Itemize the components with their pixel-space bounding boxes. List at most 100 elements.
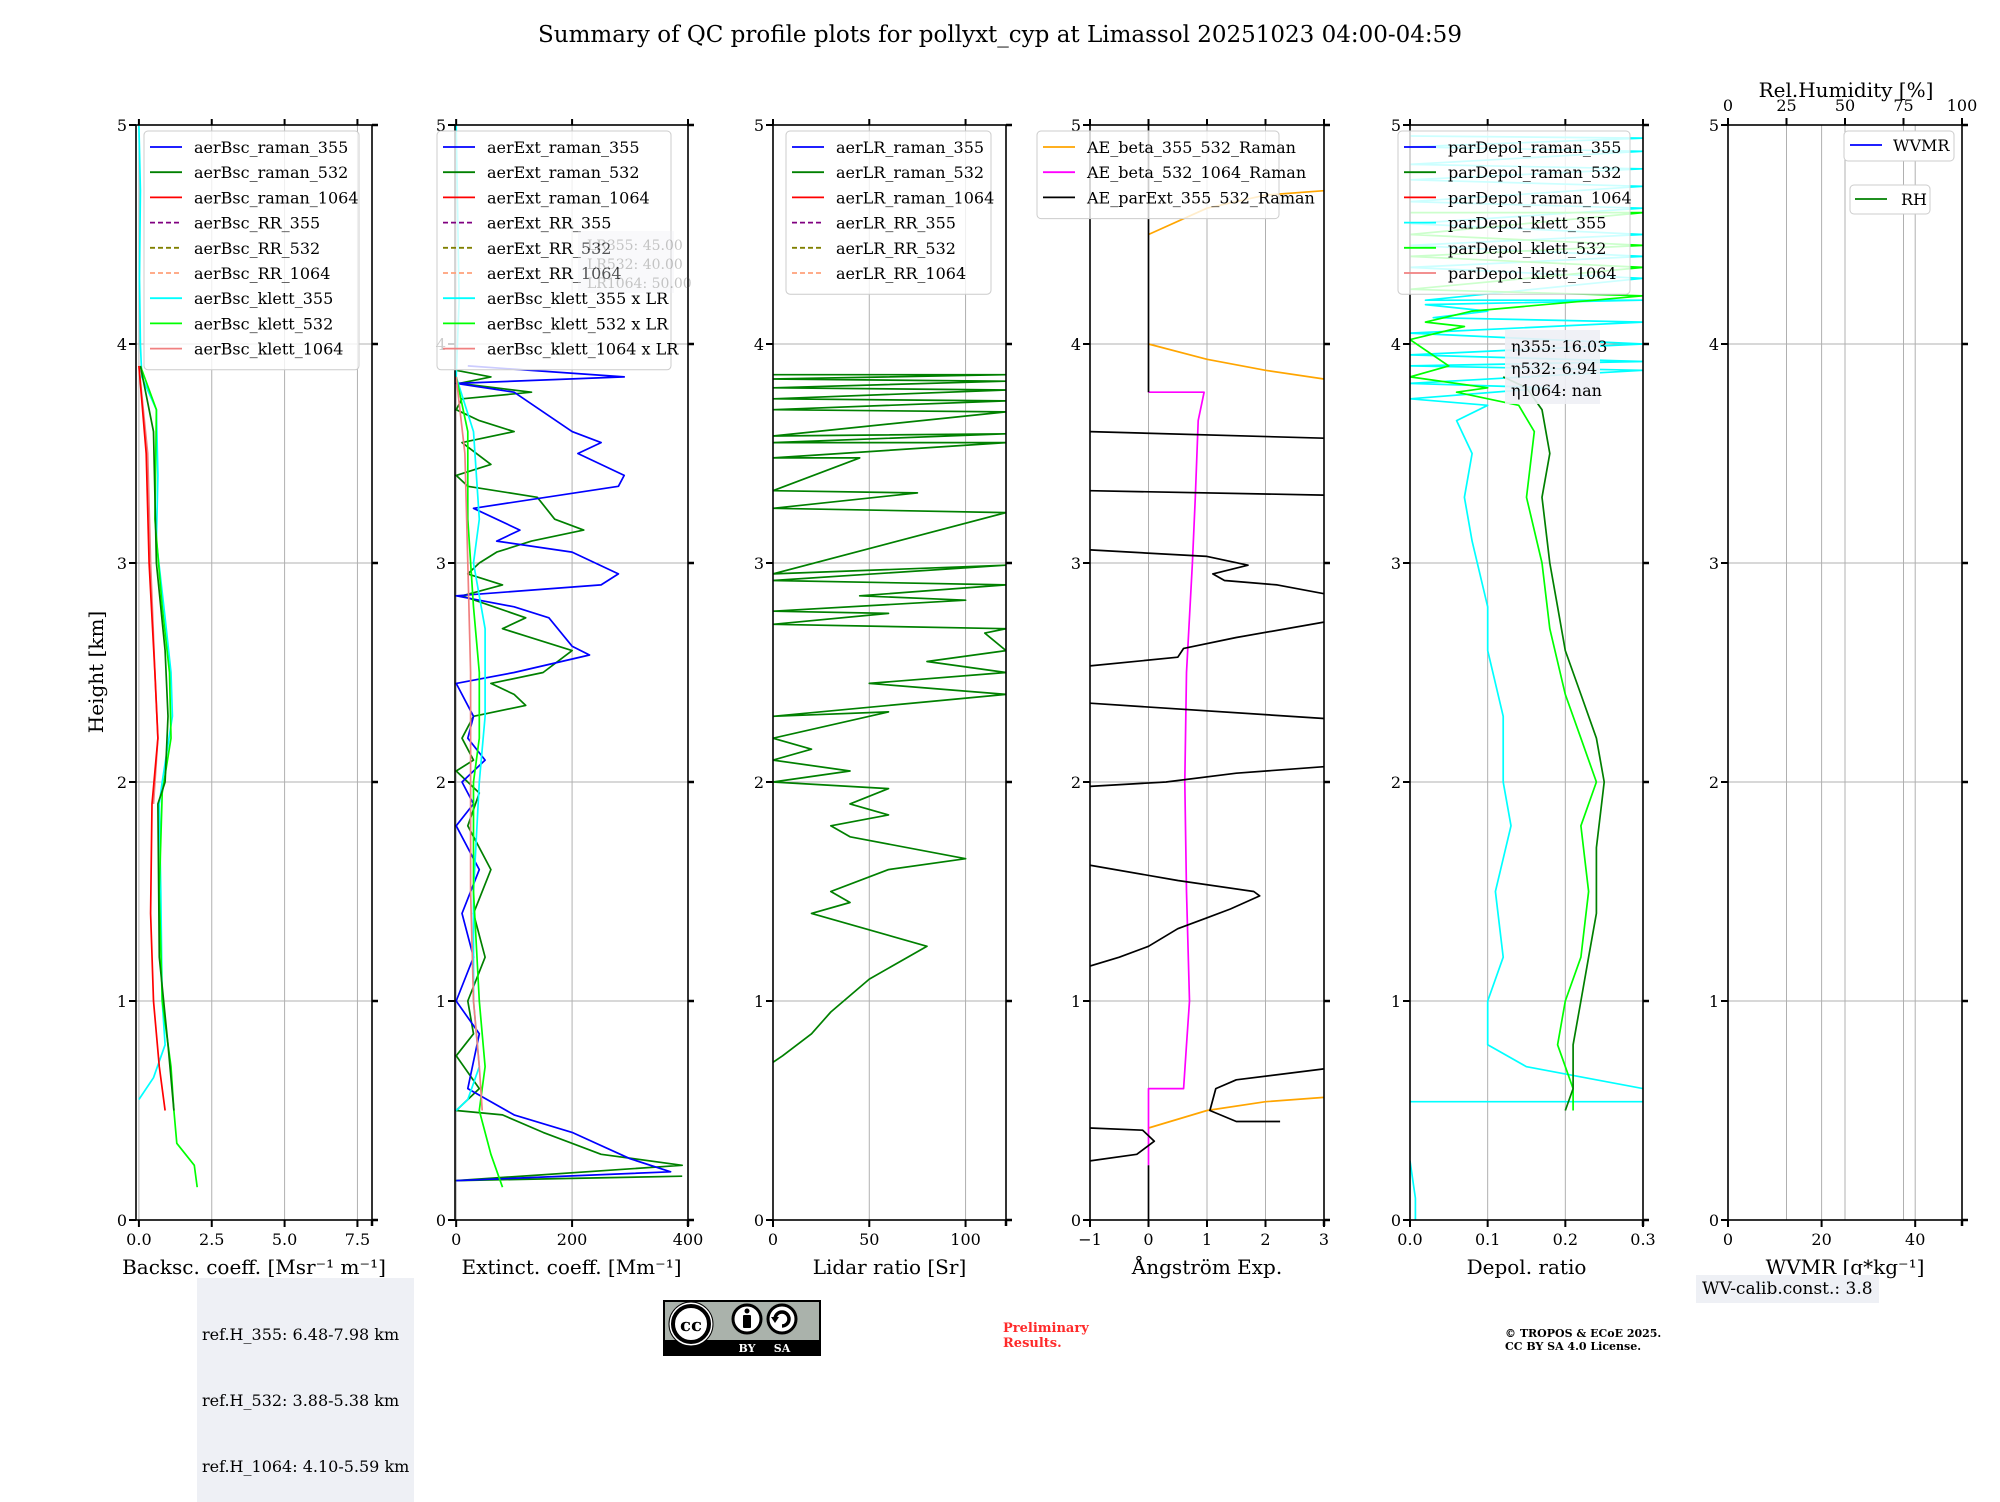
legend-label: aerLR_raman_1064 <box>836 188 994 207</box>
legend-item: AE_beta_532_1064_Raman <box>1043 163 1306 182</box>
series-line-aerBsc_klett_1064 <box>138 365 159 804</box>
series-line-aerBsc_klett_532 x LR <box>455 376 504 1188</box>
legend-label: parDepol_raman_1064 <box>1448 188 1632 207</box>
cc-by-sa-license-badge[interactable]: cc BY SA <box>663 1300 821 1356</box>
legend-label: parDepol_klett_532 <box>1448 239 1606 258</box>
legend-label: aerBsc_RR_1064 <box>194 264 330 283</box>
y-tick-label: 3 <box>1709 554 1719 573</box>
legend-label: WVMR <box>1893 136 1950 155</box>
legend-label: aerLR_RR_532 <box>836 239 956 258</box>
attribution-icon <box>731 1303 763 1335</box>
legend-label: aerBsc_raman_1064 <box>194 188 359 207</box>
eta-text: η1064: nan <box>1511 381 1602 400</box>
y-tick-label: 1 <box>1071 992 1081 1011</box>
y-tick-label: 4 <box>117 335 127 354</box>
y-tick-label: 3 <box>754 554 764 573</box>
legend-label: RH <box>1901 190 1927 209</box>
legend-item: aerBsc_RR_355 <box>150 214 320 233</box>
legend-item: parDepol_klett_532 <box>1404 239 1606 258</box>
y-tick-label: 3 <box>117 554 127 573</box>
series-line-AE_parExt_355_532_Raman <box>1090 549 1324 595</box>
legend-label: parDepol_raman_355 <box>1448 138 1621 157</box>
legend-label: AE_beta_532_1064_Raman <box>1086 163 1306 182</box>
copyright-line-1: © TROPOS & ECoE 2025. <box>1505 1327 1662 1340</box>
y-tick-label: 4 <box>1709 335 1719 354</box>
y-tick-label: 5 <box>436 116 446 135</box>
series-group <box>138 125 199 1188</box>
y-tick-label: 3 <box>1391 554 1401 573</box>
legend-label: aerExt_raman_355 <box>487 138 640 157</box>
legend-label: AE_beta_355_532_Raman <box>1086 138 1296 157</box>
x-tick-label: 0.3 <box>1630 1230 1655 1249</box>
legend-frame <box>1397 130 1631 295</box>
legend-label: aerLR_raman_355 <box>836 138 984 157</box>
series-line-AE_parExt_355_532_Raman <box>1090 765 1324 788</box>
series-line-aerLR_raman_532 <box>773 373 1006 1064</box>
legend-label: aerBsc_RR_355 <box>194 214 320 233</box>
legend-frame <box>1849 184 1931 215</box>
legend-item: aerBsc_raman_355 <box>150 138 348 157</box>
eta-annotation: η355: 16.03 η532: 6.94 η1064: nan <box>1505 330 1607 404</box>
series-line-AE_parExt_355_532_Raman <box>1090 1127 1156 1162</box>
legend-label: aerBsc_klett_1064 x LR <box>487 340 679 359</box>
x-tick-label: 0.0 <box>126 1230 151 1249</box>
subplot-extinction: 0123450200400Extinct. coeff. [Mm⁻¹]aerEx… <box>436 116 703 1279</box>
series-line-AE_parExt_355_532_Raman <box>1090 621 1324 667</box>
y-tick-label: 5 <box>1391 116 1401 135</box>
y-tick-label: 4 <box>754 335 764 354</box>
x-axis-label: Lidar ratio [Sr] <box>813 1255 967 1279</box>
y-tick-label: 5 <box>1071 116 1081 135</box>
legend-rh: RH <box>1849 184 1931 215</box>
legend-item: parDepol_klett_355 <box>1404 214 1606 233</box>
eta-text: η355: 16.03 <box>1511 337 1607 356</box>
series-line-AE_beta_532_1064_Raman <box>1147 391 1205 1166</box>
series-line-aerBsc_klett_1064 x LR <box>455 376 484 1111</box>
subplot-depol: 0 1 2 3 4 5 0.0 0.1 0.2 0.3 Depol. ratio parDepol_r… <box>1391 116 1656 1279</box>
x-tick-label: 0 <box>1723 1230 1733 1249</box>
x-axis-label: Ångström Exp. <box>1131 1254 1282 1279</box>
legend-item: aerBsc_klett_1064 <box>150 340 343 359</box>
x-tick-label: 50 <box>859 1230 879 1249</box>
series-line-AE_parExt_355_532_Raman <box>1090 702 1324 720</box>
legend-item: aerLR_RR_1064 <box>792 264 966 283</box>
ref-height-532: ref.H_532: 3.88-5.38 km <box>202 1391 400 1410</box>
x-tick-label: 0.2 <box>1553 1230 1578 1249</box>
copyright-notice: © TROPOS & ECoE 2025. CC BY SA 4.0 Licen… <box>1505 1327 1661 1353</box>
legend-item: parDepol_raman_532 <box>1404 163 1621 182</box>
share-alike-icon <box>766 1303 798 1335</box>
legend-label: aerExt_RR_532 <box>487 239 611 258</box>
legend-label: aerExt_RR_355 <box>487 214 611 233</box>
subplot-backscatter: 0 1 2 3 4 5 0.0 2.5 5.0 7.5 Backsc. coeff. [Msr⁻¹ … <box>117 116 386 1279</box>
y-tick-label: 3 <box>1071 554 1081 573</box>
series-group <box>1410 135 1643 1220</box>
legend-label: aerExt_RR_1064 <box>487 264 622 283</box>
series-group <box>455 125 684 1188</box>
legend-label: aerBsc_klett_1064 <box>194 340 343 359</box>
y-tick-label: 4 <box>1071 335 1081 354</box>
license-sa-label: SA <box>774 1342 791 1355</box>
legend-label: aerLR_RR_1064 <box>836 264 966 283</box>
annotation-box <box>1505 330 1600 404</box>
legend: aerExt_raman_355 aerExt_raman_532 aerExt_r… <box>436 130 679 371</box>
x-axis-label: Backsc. coeff. [Msr⁻¹ m⁻¹] <box>122 1255 386 1279</box>
legend-frame <box>143 130 360 371</box>
series-line-parDepol_klett_355 <box>1410 1160 1417 1220</box>
series-line-AE_parExt_355_532_Raman <box>1090 430 1324 440</box>
legend-item: AE_parExt_355_532_Raman <box>1043 188 1315 207</box>
x-tick-label: 0 <box>1143 1230 1153 1249</box>
lidar-ratio-text: LR532: 40.00 <box>587 257 683 273</box>
legend-wvmr: WVMR <box>1843 130 1955 162</box>
x-tick-label: 200 <box>557 1230 588 1249</box>
legend-label: AE_parExt_355_532_Raman <box>1086 188 1315 207</box>
axes-frame <box>135 124 373 1221</box>
lidar-ratio-annotation: LR355: 45.00 LR532: 40.00 LR1064: 50.00 <box>578 231 692 293</box>
legend-label: parDepol_raman_532 <box>1448 163 1621 182</box>
legend-label: parDepol_klett_355 <box>1448 214 1606 233</box>
preliminary-line-1: Preliminary <box>1003 1321 1089 1336</box>
creative-commons-icon: cc <box>668 1301 714 1347</box>
series-line-AE_beta_355_532_Raman <box>1148 343 1324 380</box>
x-tick-label: 3 <box>1319 1230 1329 1249</box>
y-tick-label: 2 <box>117 773 127 792</box>
y-tick-label: 0 <box>754 1211 764 1230</box>
